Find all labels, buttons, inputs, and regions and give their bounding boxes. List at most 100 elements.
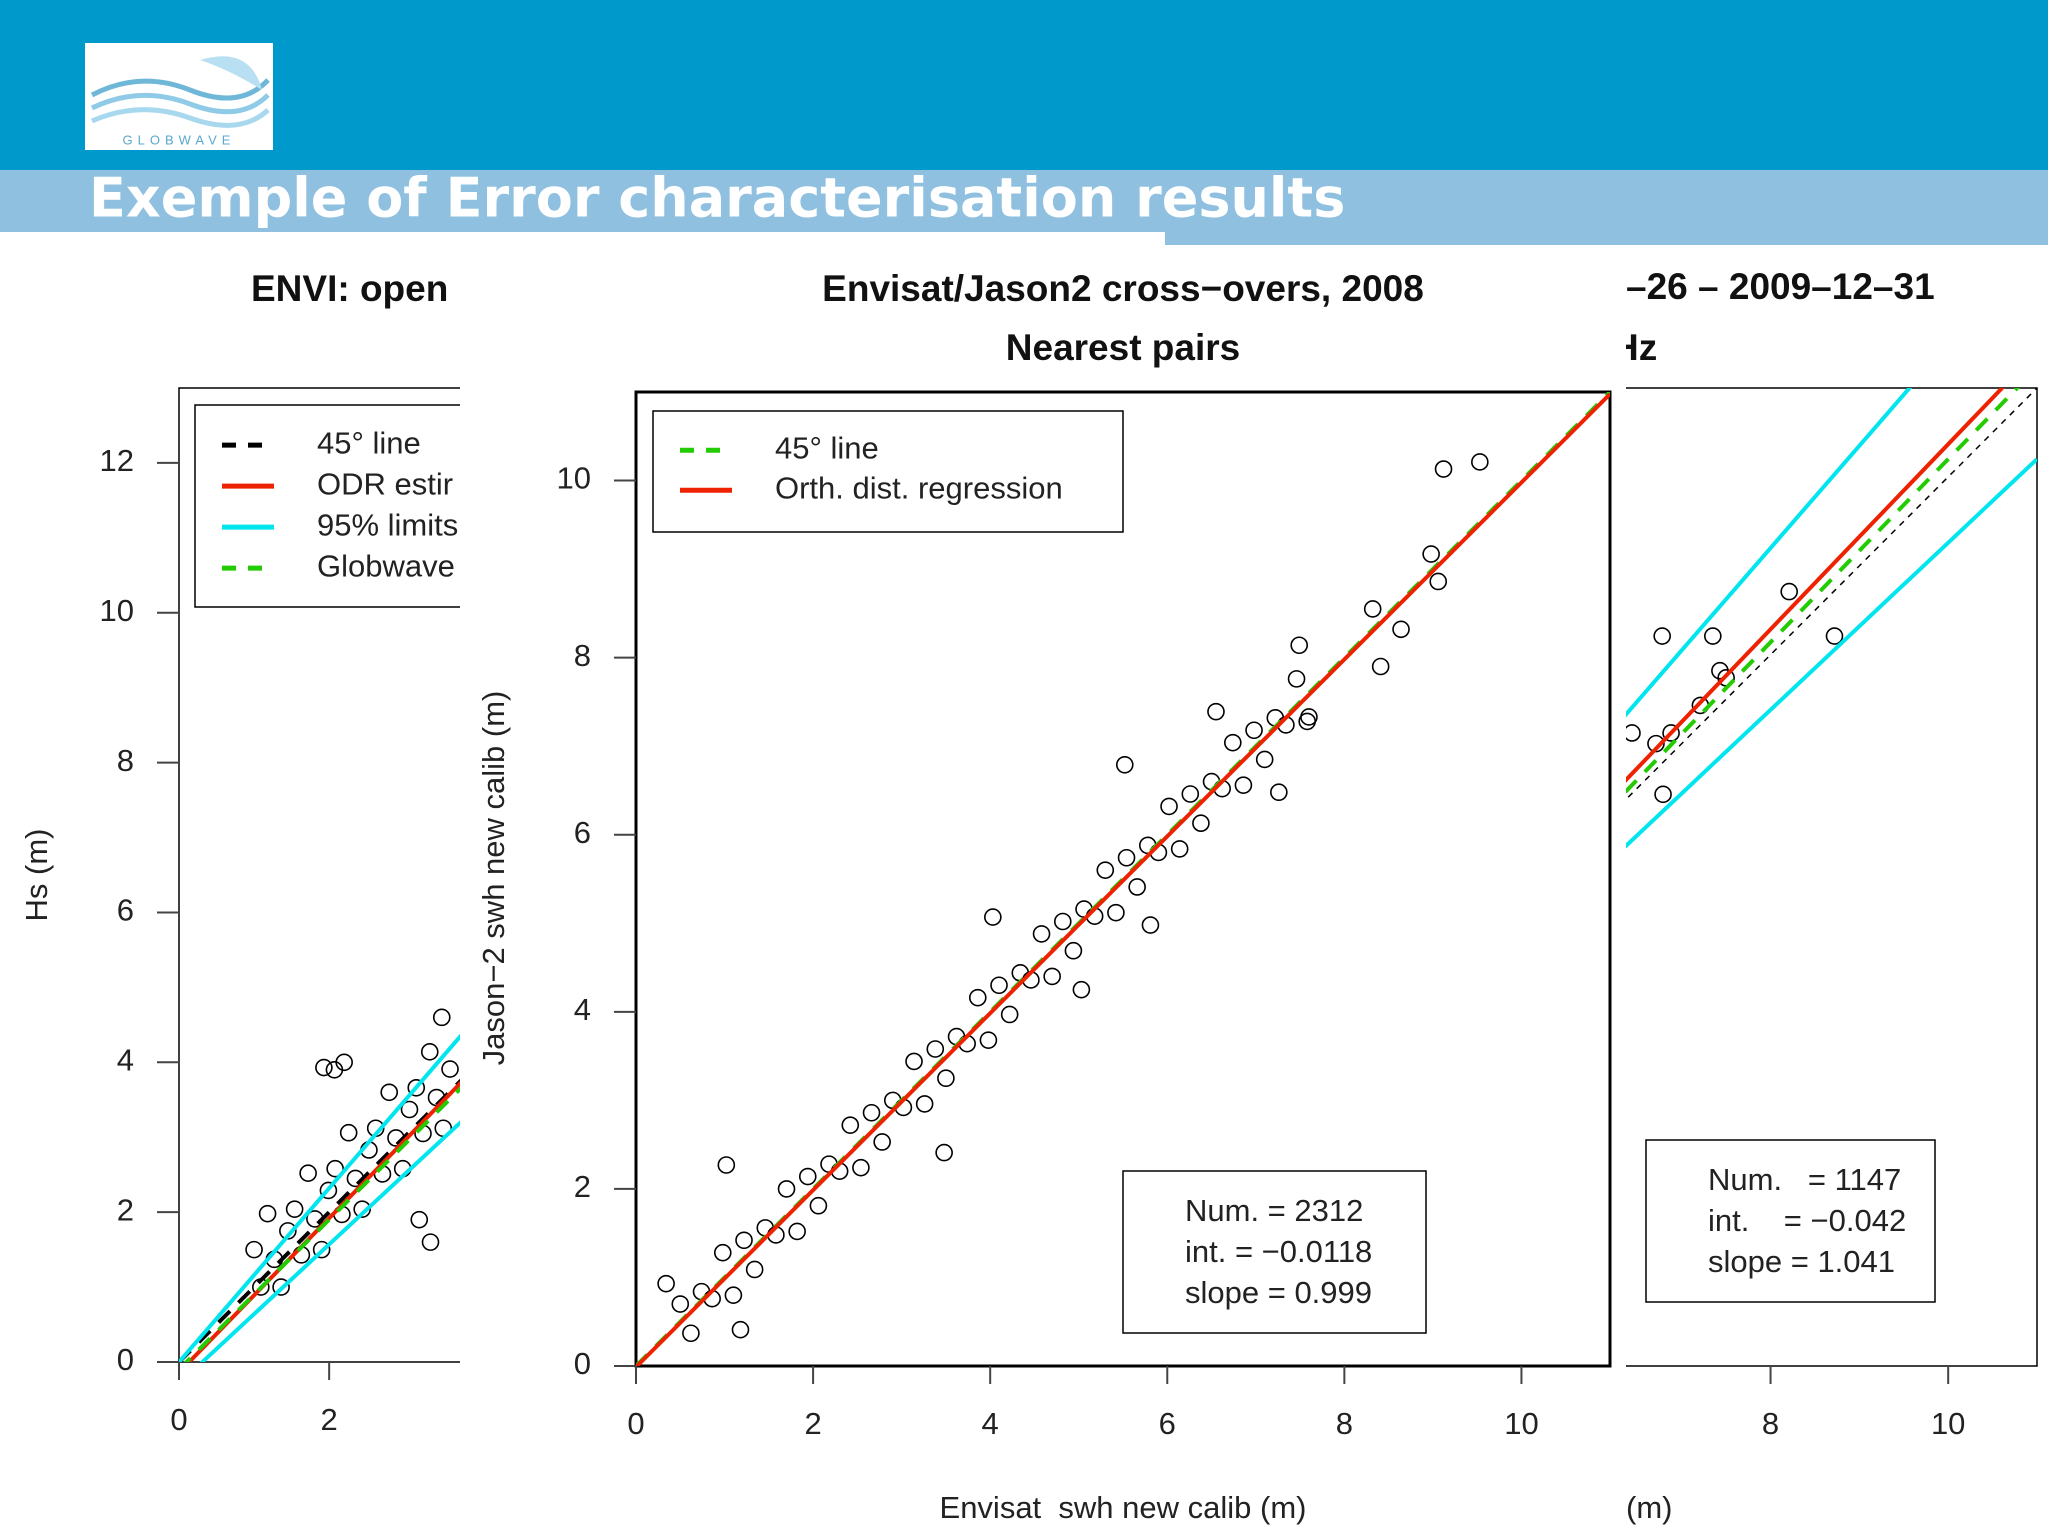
point [1141,916,1160,934]
stats-line: Num. = 2312 [1185,1193,1363,1228]
point [1704,627,1722,645]
point [979,1031,998,1049]
point [1000,1005,1019,1024]
slide-title: Exemple of Error characterisation result… [89,167,1345,230]
point [905,1052,923,1071]
chart: Envisat/Jason2 cross−overs, 2008 Nearest … [476,268,1612,1525]
point [1780,582,1798,601]
point [1064,941,1083,960]
logo-text: GLOBWAVE [123,132,236,147]
point [1053,912,1072,931]
stats-line: int. = −0.042 [1708,1203,1906,1238]
y-axis-label: Jason−2 swh new calib (m) [476,691,511,1066]
point [1117,848,1136,867]
y-tick-label: 0 [574,1346,591,1381]
point [410,1210,429,1229]
header-bar [0,0,2048,170]
point [990,976,1008,995]
point [407,1078,426,1097]
point [1270,783,1288,802]
point [841,1116,860,1134]
x-tick-label: 2 [321,1402,338,1437]
point [258,1204,277,1223]
point [671,1295,690,1313]
point [926,1040,945,1058]
point [299,1164,317,1182]
chart-title: ENVI: open [251,268,448,309]
point [441,1060,459,1078]
legend-label: 45° line [775,430,879,465]
point [339,1123,358,1142]
point [745,1260,764,1279]
point [1032,925,1051,943]
y-tick-label: 10 [100,593,134,628]
point [1371,657,1390,676]
point [809,1196,828,1215]
legend-label: Globwave [317,548,455,583]
x-axis-label: Envisat swh new calib (m) [940,1490,1307,1525]
point [1290,636,1309,655]
legend-label: ODR estir [317,466,453,501]
x-tick-label: 8 [1336,1406,1353,1441]
point [1825,627,1844,645]
point [777,1180,796,1198]
point [798,1167,817,1186]
y-tick-label: 6 [117,893,134,928]
logo: GLOBWAVE [85,43,273,150]
point [1128,878,1146,896]
point [1422,545,1440,563]
stats-box [1122,1170,1427,1334]
point [1287,670,1306,688]
stats-line: Num. = 1147 [1708,1162,1901,1197]
point [1160,797,1178,816]
x-tick-label: 6 [1159,1406,1176,1441]
point [380,1083,399,1102]
point [1300,708,1318,726]
fit-line [636,392,1610,1366]
point [1434,460,1453,478]
point [1392,620,1410,639]
stats-line: int. = −0.0118 [1185,1234,1372,1269]
y-tick-label: 6 [574,815,591,850]
y-tick-label: 4 [117,1042,134,1077]
point [1107,903,1125,922]
x-tick-label: 4 [982,1406,999,1441]
stats-line: slope = 1.041 [1708,1244,1895,1279]
legend-label: 45° line [317,425,421,460]
point [1223,733,1242,752]
point [968,988,987,1007]
point [420,1043,439,1061]
point [935,1143,953,1162]
x-tick-label: 10 [1931,1406,1965,1441]
point [1429,572,1448,591]
title-band-tail [1165,232,2048,245]
point [731,1320,750,1339]
point [657,1274,675,1293]
point [862,1103,881,1122]
point [1662,724,1680,742]
legend-label: 95% limits [317,507,458,542]
point [1647,734,1665,753]
y-tick-label: 2 [574,1169,591,1204]
legend-label: Orth. dist. regression [775,470,1063,505]
point [1207,702,1225,721]
point [713,1243,732,1262]
point [937,1069,955,1088]
point [335,1053,353,1072]
point [717,1156,736,1174]
point [1653,627,1671,645]
y-tick-label: 0 [117,1342,134,1377]
point [1363,600,1382,618]
point [735,1231,753,1250]
point [1192,814,1210,833]
x-tick-label: 0 [170,1402,187,1437]
title-band [0,170,2048,232]
x-tick-label: 8 [1762,1406,1779,1441]
stats-line: slope = 0.999 [1185,1275,1372,1310]
y-tick-label: 12 [100,443,134,478]
y-tick-label: 8 [574,638,591,673]
point [682,1324,700,1343]
y-tick-label: 2 [117,1192,134,1227]
point [315,1058,333,1077]
